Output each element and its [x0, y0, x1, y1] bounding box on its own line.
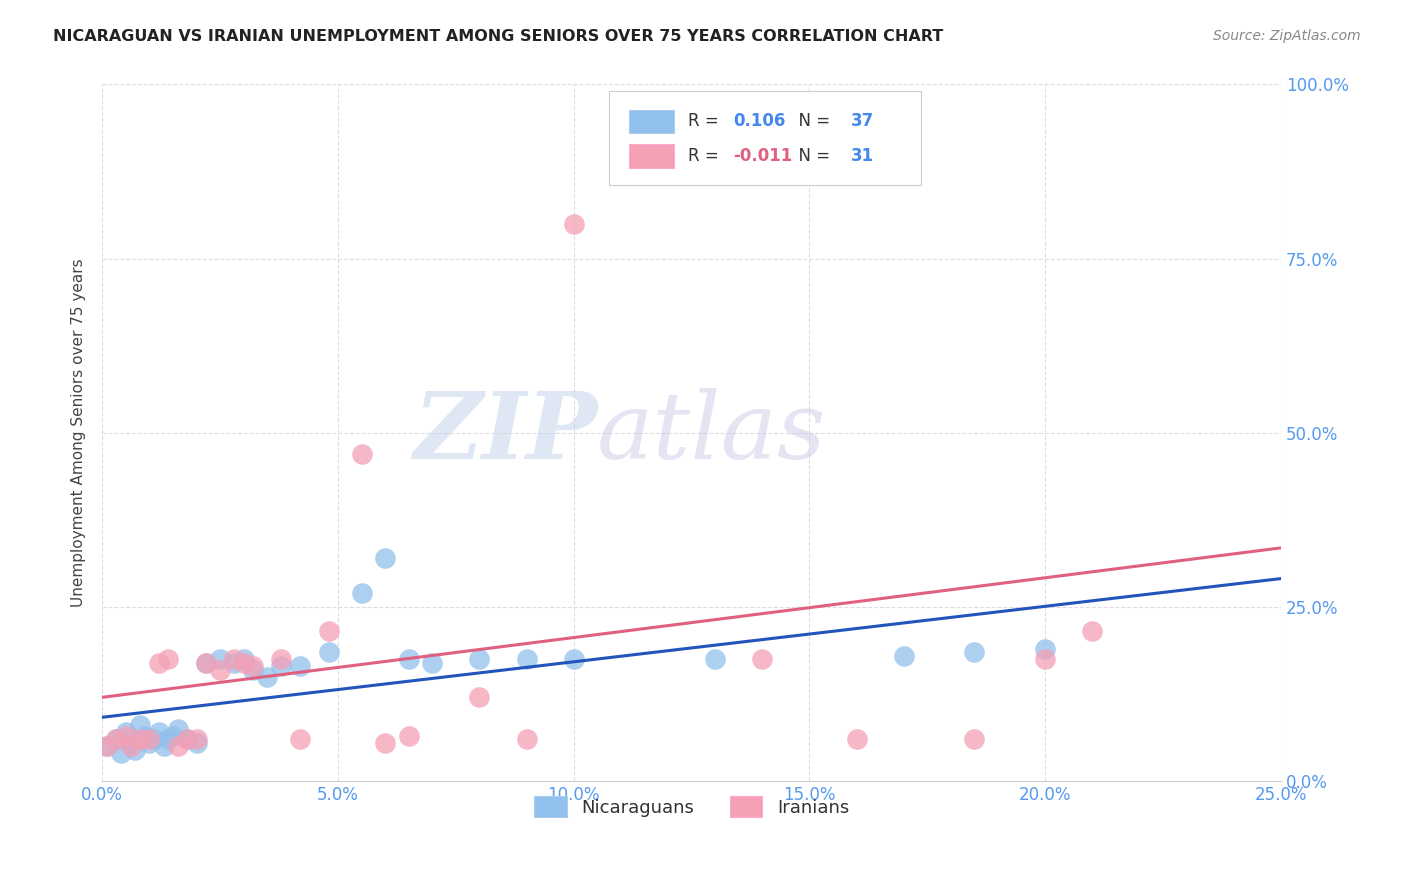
Point: [194, 656, 217, 670]
Text: ZIP: ZIP: [413, 388, 598, 478]
Point: [157, 732, 180, 747]
Point: [105, 732, 128, 747]
Point: [374, 551, 396, 566]
FancyBboxPatch shape: [628, 110, 673, 133]
Point: [242, 663, 264, 677]
Point: [186, 736, 208, 750]
Point: [129, 718, 152, 732]
Point: [148, 725, 170, 739]
Point: [270, 659, 292, 673]
Point: [242, 659, 264, 673]
Text: atlas: atlas: [598, 388, 827, 478]
Text: Source: ZipAtlas.com: Source: ZipAtlas.com: [1213, 29, 1361, 43]
Text: N =: N =: [789, 112, 835, 130]
Text: N =: N =: [789, 147, 835, 165]
Point: [157, 652, 180, 666]
Point: [1033, 652, 1056, 666]
Point: [120, 736, 142, 750]
Point: [290, 659, 312, 673]
Point: [114, 725, 136, 739]
Point: [138, 736, 160, 750]
Point: [468, 690, 491, 705]
Point: [166, 739, 188, 754]
Point: [468, 652, 491, 666]
Point: [209, 663, 232, 677]
Point: [516, 732, 538, 747]
Point: [114, 729, 136, 743]
Point: [318, 624, 340, 639]
Point: [751, 652, 773, 666]
Point: [350, 586, 373, 600]
Text: -0.011: -0.011: [733, 147, 792, 165]
Y-axis label: Unemployment Among Seniors over 75 years: Unemployment Among Seniors over 75 years: [72, 259, 86, 607]
Point: [224, 652, 246, 666]
Text: R =: R =: [688, 147, 724, 165]
Text: R =: R =: [688, 112, 724, 130]
FancyBboxPatch shape: [628, 145, 673, 168]
Point: [96, 739, 118, 754]
Point: [120, 739, 142, 754]
Legend: Nicaraguans, Iranians: Nicaraguans, Iranians: [527, 789, 856, 824]
Point: [232, 652, 254, 666]
Point: [398, 729, 420, 743]
Point: [105, 732, 128, 747]
Text: 0.106: 0.106: [733, 112, 785, 130]
Point: [134, 729, 156, 743]
Point: [1081, 624, 1104, 639]
Point: [516, 652, 538, 666]
Text: 31: 31: [851, 147, 875, 165]
Point: [162, 729, 184, 743]
Point: [845, 732, 868, 747]
Point: [374, 736, 396, 750]
Point: [290, 732, 312, 747]
Point: [138, 732, 160, 747]
Point: [110, 746, 132, 760]
Point: [152, 739, 174, 754]
Point: [562, 217, 585, 231]
Point: [209, 652, 232, 666]
Text: NICARAGUAN VS IRANIAN UNEMPLOYMENT AMONG SENIORS OVER 75 YEARS CORRELATION CHART: NICARAGUAN VS IRANIAN UNEMPLOYMENT AMONG…: [53, 29, 943, 44]
Point: [270, 652, 292, 666]
Point: [704, 652, 727, 666]
Point: [893, 648, 915, 663]
Point: [657, 147, 679, 161]
Text: 37: 37: [851, 112, 875, 130]
Point: [232, 656, 254, 670]
Point: [350, 447, 373, 461]
Point: [194, 656, 217, 670]
Point: [129, 732, 152, 747]
Point: [186, 732, 208, 747]
Point: [420, 656, 443, 670]
Point: [166, 722, 188, 736]
Point: [143, 732, 166, 747]
Point: [963, 732, 986, 747]
Point: [1033, 641, 1056, 656]
Point: [96, 739, 118, 754]
Point: [176, 732, 198, 747]
Point: [562, 652, 585, 666]
Point: [318, 645, 340, 659]
Point: [148, 656, 170, 670]
FancyBboxPatch shape: [609, 91, 921, 186]
Point: [963, 645, 986, 659]
Point: [224, 656, 246, 670]
Point: [124, 742, 146, 756]
Point: [176, 732, 198, 747]
Point: [398, 652, 420, 666]
Point: [256, 669, 278, 683]
